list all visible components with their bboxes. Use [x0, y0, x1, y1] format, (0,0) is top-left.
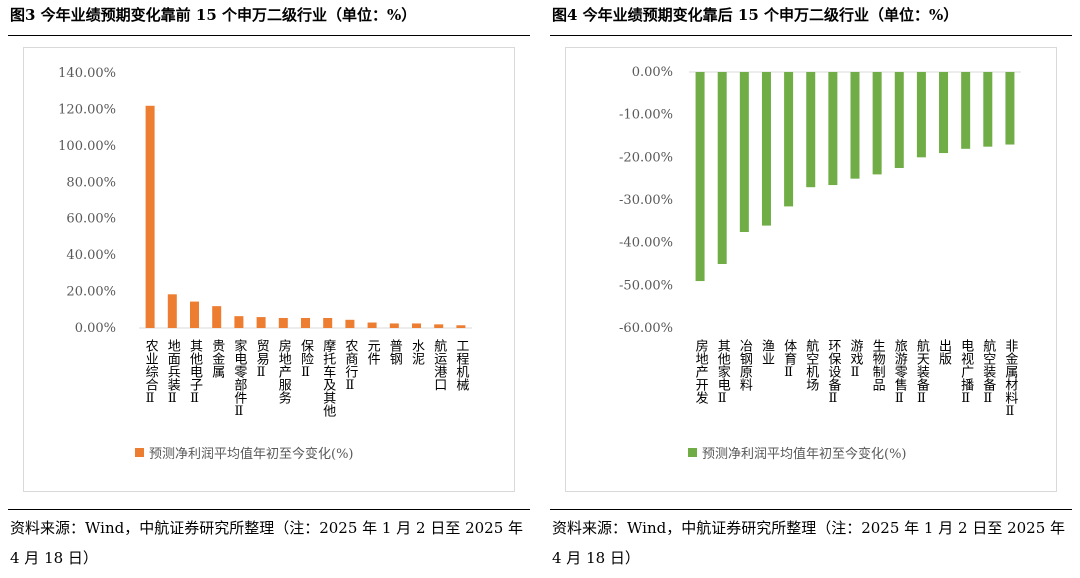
y-tick-label: -10.00% [619, 108, 673, 123]
y-tick-label: 40.00% [66, 248, 116, 263]
y-tick-label: 120.00% [58, 102, 116, 117]
bar [1005, 72, 1015, 145]
bar [717, 72, 727, 264]
bar [212, 306, 222, 328]
y-tick-label: 0.00% [632, 65, 673, 80]
bar [983, 72, 993, 147]
bar [961, 72, 971, 149]
x-tick-label: 环保设备Ⅱ [825, 339, 841, 406]
bar [367, 322, 377, 328]
x-tick-label: 电视广播Ⅱ [958, 339, 974, 406]
figure-panel-right: 图4 今年业绩预期变化靠后 15 个申万二级行业（单位：%） -60.00% -5… [550, 0, 1072, 578]
source-rule [550, 509, 1072, 510]
bar [695, 72, 705, 282]
bar [323, 317, 333, 328]
x-tick-label: 冶钢原料 [737, 339, 753, 391]
bar [894, 72, 904, 168]
x-tick-label: 房地产开发 [693, 338, 709, 404]
x-tick-label: 地面兵装Ⅱ [165, 339, 181, 406]
bar [739, 72, 749, 232]
bar [278, 317, 288, 328]
bar [939, 72, 949, 154]
x-tick-label: 农商行Ⅱ [342, 339, 358, 393]
bar [456, 325, 466, 328]
y-tick-label: 0.00% [75, 321, 116, 336]
x-tick-label: 摩托车及其他 [320, 338, 336, 418]
y-tick-label: 60.00% [66, 212, 116, 227]
x-tick-label: 元件 [365, 339, 381, 365]
x-tick-label: 保险Ⅱ [298, 339, 314, 380]
bar [145, 105, 155, 329]
x-tick-label: 航天装备Ⅱ [914, 338, 930, 406]
x-tick-label: 贵金属 [209, 339, 225, 379]
legend-label: 预测净利润平均值年初至今变化(%) [702, 446, 907, 462]
legend-swatch [688, 448, 697, 457]
bar [234, 316, 244, 328]
x-tick-label: 工程机械 [453, 339, 469, 391]
x-tick-label: 航空装备Ⅱ [980, 338, 996, 406]
bar [806, 72, 816, 188]
x-tick-label: 普钢 [387, 339, 403, 366]
bar [850, 72, 860, 179]
bar [872, 72, 882, 175]
x-tick-label: 出版 [936, 339, 952, 366]
bar-chart-top15: 0.00% 20.00% 40.00% 60.00% 80.00% 100.00% 120.… [58, 66, 472, 462]
title-rule [8, 35, 530, 36]
source-rule [8, 509, 530, 510]
legend-label: 预测净利润平均值年初至今变化(%) [149, 446, 354, 462]
figure-title: 图3 今年业绩预期变化靠前 15 个申万二级行业（单位：%） [10, 6, 417, 24]
bar [167, 294, 177, 328]
x-tick-label: 航空机场 [803, 338, 819, 391]
chart-frame: -60.00% -50.00% -40.00% -30.00% -20.00% -10.0… [565, 47, 1057, 492]
x-tick-label: 农业综合Ⅱ [143, 339, 159, 406]
x-tick-label: 航运港口 [431, 338, 447, 391]
x-tick-label: 房地产服务 [276, 338, 292, 404]
source-note: 资料来源：Wind，中航证券研究所整理（注：2025 年 1 月 2 日至 20… [10, 519, 524, 567]
y-tick-label: 80.00% [66, 175, 116, 190]
bar [916, 72, 926, 158]
title-rule [550, 35, 1072, 36]
bar [190, 301, 199, 328]
y-tick-label: -50.00% [619, 278, 673, 293]
x-tick-label: 体育Ⅱ [781, 339, 797, 380]
bar [389, 323, 399, 328]
y-tick-label: -20.00% [619, 150, 673, 165]
y-tick-label: 100.00% [58, 139, 116, 154]
bar [301, 317, 310, 328]
x-tick-label: 旅游零售Ⅱ [892, 339, 908, 406]
source-note: 资料来源：Wind，中航证券研究所整理（注：2025 年 1 月 2 日至 20… [552, 519, 1066, 567]
x-tick-label: 贸易Ⅱ [254, 339, 270, 380]
y-tick-label: -30.00% [619, 193, 673, 208]
x-tick-label: 家电零部件Ⅱ [231, 338, 247, 419]
bar [345, 319, 355, 328]
y-tick-label: -40.00% [619, 236, 673, 251]
bar [412, 323, 421, 328]
bar [784, 72, 794, 207]
y-tick-label: 20.00% [66, 285, 116, 300]
x-tick-label: 渔业 [759, 339, 775, 365]
x-tick-label: 其他家电Ⅱ [715, 339, 731, 406]
x-tick-label: 其他电子Ⅱ [187, 339, 203, 406]
y-tick-label: 140.00% [58, 66, 116, 81]
x-tick-label: 水泥 [409, 339, 425, 365]
bar-chart-bottom15: -60.00% -50.00% -40.00% -30.00% -20.00% -10.0… [619, 65, 1021, 462]
x-tick-label: 非金属材料Ⅱ [1002, 339, 1018, 419]
bar [828, 72, 838, 186]
bar [434, 324, 444, 328]
x-tick-label: 游戏Ⅱ [848, 339, 864, 380]
figure-panel-left: 图3 今年业绩预期变化靠前 15 个申万二级行业（单位：%） 0.00% 20.0… [8, 0, 530, 578]
figure-title: 图4 今年业绩预期变化靠后 15 个申万二级行业（单位：%） [552, 6, 959, 24]
y-tick-label: -60.00% [619, 321, 673, 336]
bar [761, 72, 771, 226]
x-tick-label: 生物制品 [870, 339, 886, 391]
bar [256, 317, 266, 328]
legend-swatch [135, 448, 144, 457]
chart-frame: 0.00% 20.00% 40.00% 60.00% 80.00% 100.00% 120.… [23, 47, 515, 492]
